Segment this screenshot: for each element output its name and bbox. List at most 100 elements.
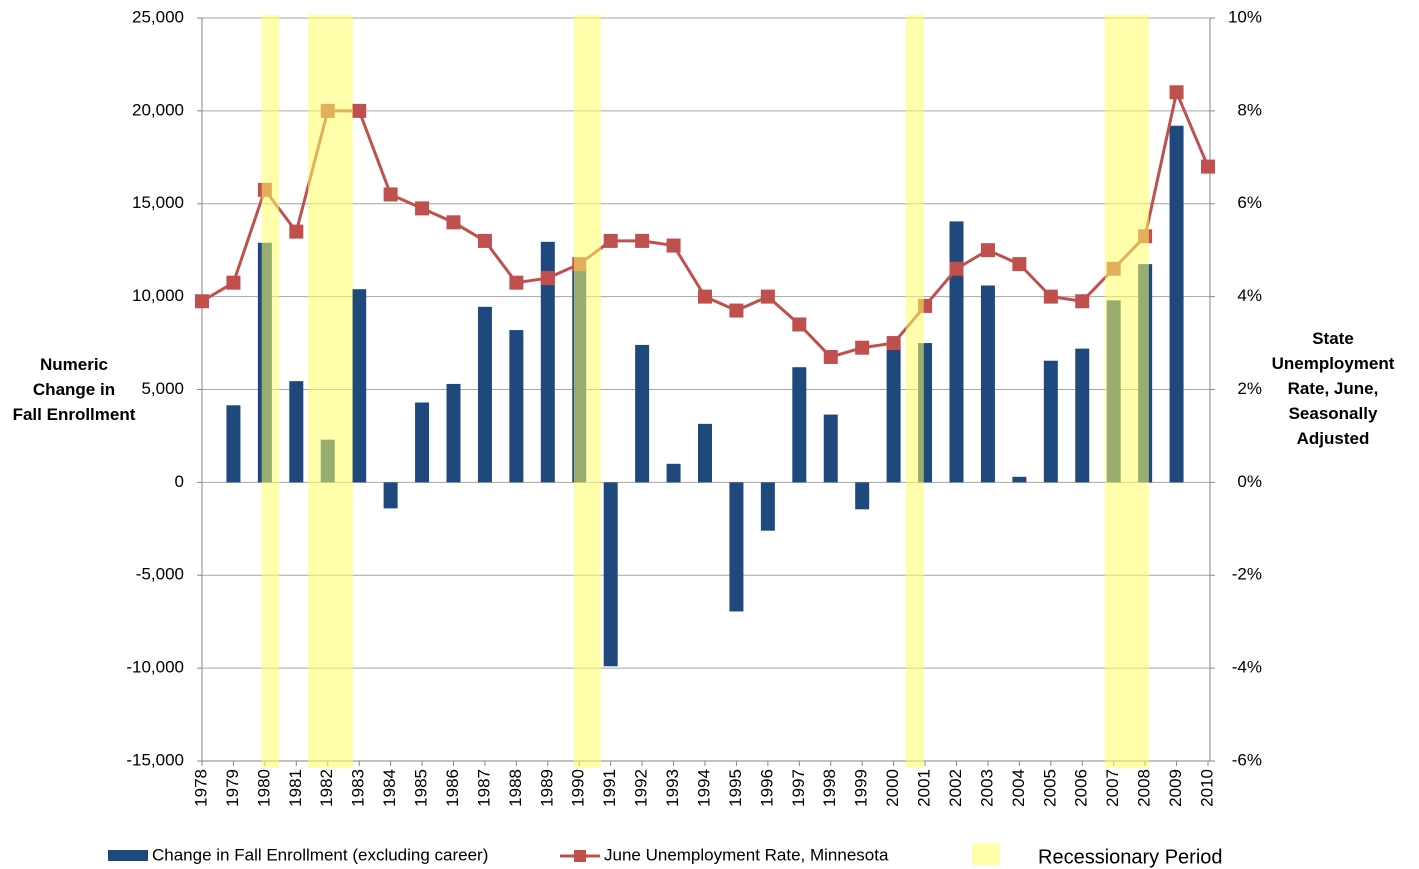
x-tick-label: 1994 [694,769,713,807]
bar [698,423,712,483]
y-tick-label: 5,000 [141,379,184,398]
x-tick-label: 1987 [474,769,493,807]
bar [792,367,807,483]
line-marker [635,233,650,248]
x-tick-label: 2000 [883,769,902,807]
line-marker [383,187,398,202]
line-marker [886,336,901,351]
line-marker [666,238,681,253]
x-tick-label: 1981 [286,769,305,807]
y2-tick-label: 10% [1228,7,1262,26]
bar [540,241,555,483]
y-tick-label: 15,000 [132,193,184,212]
y2-axis-title-line: Adjusted [1297,429,1370,448]
x-tick-label: 1978 [191,769,210,807]
bar [886,346,901,483]
recession-band [307,15,353,768]
bar [760,482,775,531]
legend-label: June Unemployment Rate, Minnesota [604,845,889,864]
x-tick-label: 2008 [1135,769,1154,807]
line-marker [1169,85,1184,100]
bar [383,482,398,509]
bar [415,402,430,483]
y2-tick-label: 8% [1237,100,1262,119]
y-axis-title-line: Change in [33,380,115,399]
line-marker [980,243,995,258]
legend-swatch [972,843,1000,865]
x-tick-label: 2006 [1072,769,1091,807]
y-tick-label: 10,000 [132,286,184,305]
bar [509,330,524,483]
line-marker [1043,289,1058,304]
y2-axis-title-line: Unemployment [1272,354,1395,373]
y-tick-label: 0 [175,472,184,491]
y2-axis-title-line: State [1312,329,1354,348]
line-marker [698,289,712,304]
y-tick-label: 20,000 [132,100,184,119]
x-tick-label: 1983 [349,769,368,807]
y-tick-label: -5,000 [136,565,184,584]
x-tick-label: 1980 [254,769,273,807]
y2-tick-label: 0% [1237,472,1262,491]
x-tick-label: 1998 [820,769,839,807]
bar [1043,360,1058,483]
y2-tick-label: -4% [1232,658,1262,677]
line-marker [855,340,870,355]
line-marker [1012,257,1027,272]
line-marker [792,317,807,332]
bar [823,414,838,483]
y2-axis-title-line: Rate, June, [1288,379,1379,398]
bar [635,344,650,483]
bar [446,383,461,483]
recession-band [1104,15,1149,768]
x-tick-label: 1984 [380,769,399,807]
line-marker [226,275,241,290]
x-tick-label: 1985 [412,769,431,807]
x-tick-label: 2007 [1103,769,1122,807]
line-marker [729,303,744,318]
x-tick-label: 1986 [443,769,462,807]
legend-label: Recessionary Period [1038,846,1223,868]
bar [666,463,681,483]
bar [855,482,870,510]
recession-band [905,15,924,768]
x-tick-label: 1993 [663,769,682,807]
x-tick-label: 1991 [600,769,619,807]
x-tick-label: 1996 [757,769,776,807]
y-axis-title: Numeric Change in Fall Enrollment [13,355,136,424]
x-tick-label: 2010 [1197,769,1216,807]
x-tick-label: 2002 [946,769,965,807]
bar [1012,476,1027,483]
line-marker [823,349,838,364]
legend-label: Change in Fall Enrollment (excluding car… [152,845,488,864]
y-tick-label: -10,000 [126,658,184,677]
x-tick-label: 1990 [569,769,588,807]
line-marker [1201,159,1215,174]
line-marker [195,294,209,309]
y2-tick-label: 4% [1237,286,1262,305]
x-tick-label: 1989 [537,769,556,807]
x-tick-label: 2001 [915,769,934,807]
y-tick-label: 25,000 [132,7,184,26]
line-marker [509,275,524,290]
line-marker [446,215,461,230]
line-marker [949,261,964,276]
y-axis-title-line: Fall Enrollment [13,405,136,424]
x-tick-label: 1992 [632,769,651,807]
y-tick-label: -15,000 [126,750,184,769]
x-tick-label: 2005 [1040,769,1059,807]
line-marker [603,233,618,248]
bar [1075,348,1090,483]
y2-tick-label: 2% [1237,379,1262,398]
bar [226,405,241,483]
line-marker [760,289,775,304]
bar [949,221,964,483]
x-tick-label: 1997 [789,769,808,807]
bar [603,482,618,667]
line-marker [289,224,304,239]
bar [477,306,492,483]
y2-tick-label: -6% [1232,750,1262,769]
y-axis-title-line: Numeric [40,355,108,374]
x-tick-label: 1982 [317,769,336,807]
